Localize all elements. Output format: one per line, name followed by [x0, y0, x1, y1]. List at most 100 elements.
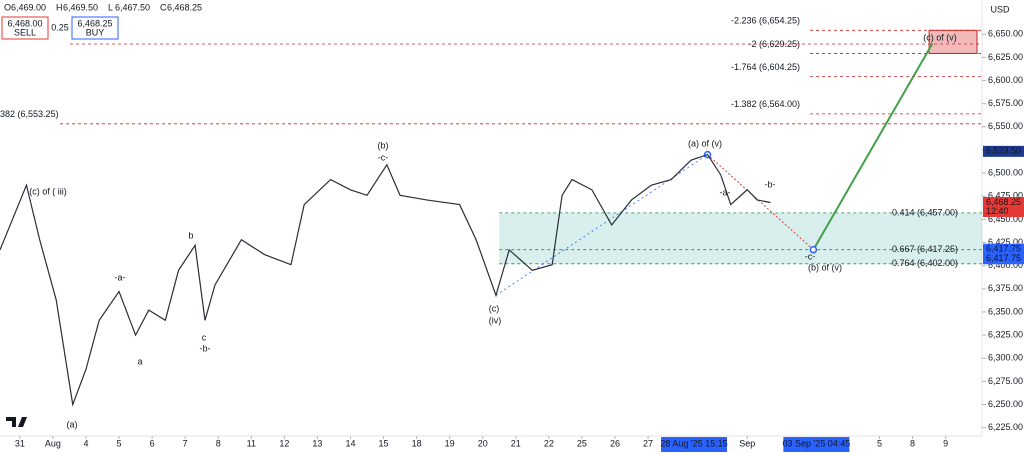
wave-label: -a-: [720, 187, 731, 197]
projection: [812, 43, 934, 251]
ohlc-value: 6,469.00: [11, 2, 46, 12]
x-tick-label: 6: [150, 438, 155, 448]
y-tick-label: 6,600.00: [988, 75, 1023, 85]
price-tag: [983, 243, 1024, 255]
buy-button[interactable]: [71, 16, 119, 40]
price-tag-sub: 12:40: [986, 206, 1009, 216]
wave-label: (b): [378, 140, 389, 150]
y-tick-label: 6,325.00: [988, 329, 1023, 339]
y-tick-label: 6,475.00: [988, 191, 1023, 201]
y-tick-label: 6,400.00: [988, 260, 1023, 270]
x-tick-label: 4: [83, 438, 88, 448]
y-tick-label: 6,450.00: [988, 214, 1023, 224]
price-line: [0, 153, 771, 407]
wave-label: a: [137, 356, 142, 366]
x-tick-label: 11: [247, 438, 256, 448]
fib-label: -2.236 (6,654.25): [731, 16, 800, 26]
ohlc-key: O: [4, 2, 11, 12]
sell-button[interactable]: [1, 16, 49, 40]
x-tick-label: 25: [577, 438, 587, 448]
spread: 0.25: [51, 22, 69, 32]
wave-point: [809, 245, 818, 254]
x-tick-label: 21: [511, 438, 521, 448]
wave-label: (c) of ( iii): [29, 186, 67, 196]
y-tick-label: 6,550.00: [988, 121, 1023, 131]
fib-label: -1.764 (6,604.25): [731, 62, 800, 72]
x-marker: [783, 437, 850, 452]
price-tag-label: 6,523.50: [986, 146, 1021, 156]
tv-logo: [6, 417, 27, 427]
x-tick-label: 14: [345, 438, 355, 448]
ohlc-value: 6,468.25: [167, 2, 202, 12]
x-tick-label: 26: [610, 438, 620, 448]
y-tick-label: 6,625.00: [988, 52, 1023, 62]
fib-label: 0.764 (6,402.00): [892, 258, 958, 268]
x-marker: [661, 437, 728, 452]
fib-label: -1.382 (6,564.00): [731, 99, 800, 109]
x-tick-label: 13: [312, 438, 322, 448]
price-tag-label: 6,417.75: [986, 253, 1021, 263]
y-tick-label: 6,250.00: [988, 399, 1023, 409]
currency: USD: [990, 4, 1010, 14]
buy-text: BUY: [86, 27, 105, 37]
x-tick-label: 8: [216, 438, 221, 448]
price-tag: [983, 145, 1024, 157]
x-tick-label: 5: [877, 438, 882, 448]
wave-label: (a): [67, 419, 78, 429]
target-box: [928, 29, 978, 54]
fib-label: 0.414 (6,457.00): [892, 207, 958, 217]
ohlc-key: H: [56, 2, 63, 12]
x-tick-label: 15: [379, 438, 389, 448]
y-tick-label: 6,300.00: [988, 353, 1023, 363]
wave-label: -c-: [805, 251, 816, 261]
x-tick-label: 20: [478, 438, 488, 448]
y-tick-label: 6,575.00: [988, 98, 1023, 108]
ohlc-value: 6,469.50: [63, 2, 98, 12]
wave-label: (c) of (v): [923, 32, 957, 42]
ohlc-key: L: [108, 2, 113, 12]
wave-label: b: [188, 230, 193, 240]
fib-label: 0.667 (6,417.25): [892, 244, 958, 254]
x-tick-label: 9: [943, 438, 948, 448]
x-marker-label: 28 Aug '25 15:15: [660, 438, 727, 448]
wave-label: c: [202, 332, 207, 342]
wave-label: -a-: [115, 272, 126, 282]
x-tick-label: 27: [643, 438, 653, 448]
fib-label: 382 (6,553.25): [0, 109, 59, 119]
price-tag-label: 6,468.25: [986, 197, 1021, 207]
x-tick-label: 31: [15, 438, 25, 448]
x-tick-label: 22: [544, 438, 554, 448]
x-tick-label: 18: [412, 438, 422, 448]
y-tick-label: 6,350.00: [988, 306, 1023, 316]
wave-label: (iv): [489, 315, 502, 325]
y-tick-label: 6,275.00: [988, 376, 1023, 386]
x-tick-label: Sep: [739, 438, 755, 448]
wave-label: -c-: [378, 152, 389, 162]
y-tick-label: 6,225.00: [988, 422, 1023, 432]
x-tick-label: 12: [279, 438, 289, 448]
y-tick-label: 6,425.00: [988, 237, 1023, 247]
buy-price: 6,468.25: [77, 18, 112, 28]
ohlc-key: C: [160, 2, 167, 12]
price-tag: [983, 253, 1024, 265]
ohlc-value: 6,467.50: [115, 2, 150, 12]
x-marker-label: 03 Sep '25 04:45: [782, 438, 850, 448]
x-tick-label: 7: [183, 438, 188, 448]
wave-label: (c): [489, 303, 500, 313]
wave-label: -b-: [200, 343, 211, 353]
x-tick-label: 8: [910, 438, 915, 448]
x-tick-label: Aug: [45, 438, 61, 448]
x-tick-label: 19: [445, 438, 455, 448]
x-tick-label: 5: [117, 438, 122, 448]
sell-price: 6,468.00: [7, 18, 42, 28]
y-tick-label: 6,500.00: [988, 167, 1023, 177]
wave-label: -b-: [765, 179, 776, 189]
price-tag-label: 6,417.75: [986, 244, 1021, 254]
y-tick-label: 6,650.00: [988, 29, 1023, 39]
price-tag: [983, 196, 1024, 217]
wave-label: (b) of (v): [808, 262, 842, 272]
sell-text: SELL: [14, 27, 36, 37]
y-tick-label: 6,375.00: [988, 283, 1023, 293]
